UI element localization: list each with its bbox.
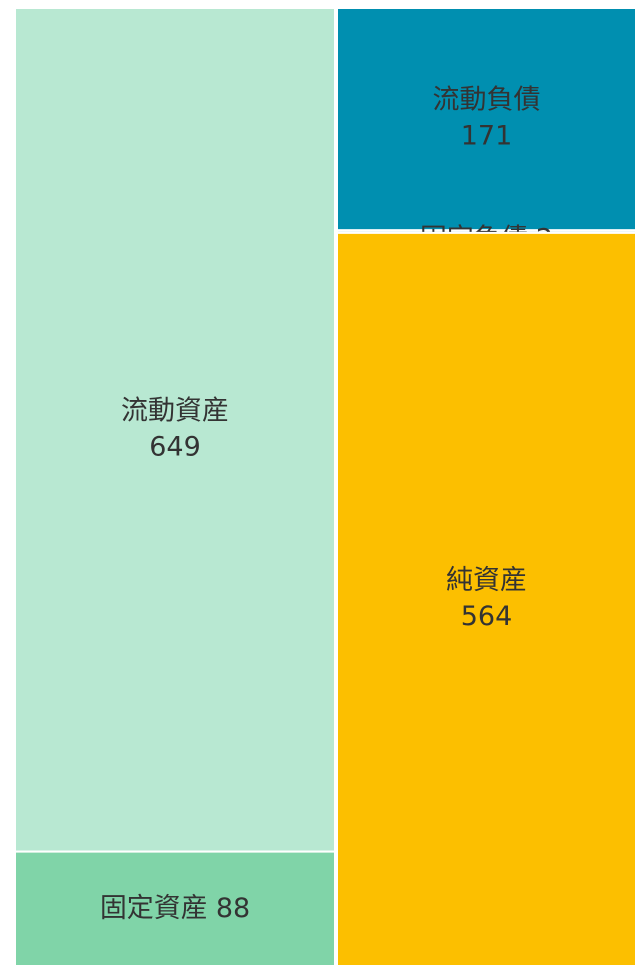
segment bbox=[14, 850, 336, 967]
segment-name: 固定資産 bbox=[100, 892, 208, 923]
segment-name: 流動負債 bbox=[433, 85, 541, 116]
segment-value: 564 bbox=[461, 601, 513, 632]
segment-value: 649 bbox=[149, 431, 201, 462]
segment-name: 純資産 bbox=[446, 565, 527, 596]
segment bbox=[14, 7, 336, 853]
segment-value: 171 bbox=[461, 121, 513, 152]
segment-name: 流動資産 bbox=[121, 395, 229, 426]
segment-label: 固定資産 88 bbox=[100, 892, 250, 923]
segment bbox=[336, 231, 636, 967]
segment-value: 88 bbox=[216, 892, 250, 923]
segment bbox=[336, 7, 636, 232]
